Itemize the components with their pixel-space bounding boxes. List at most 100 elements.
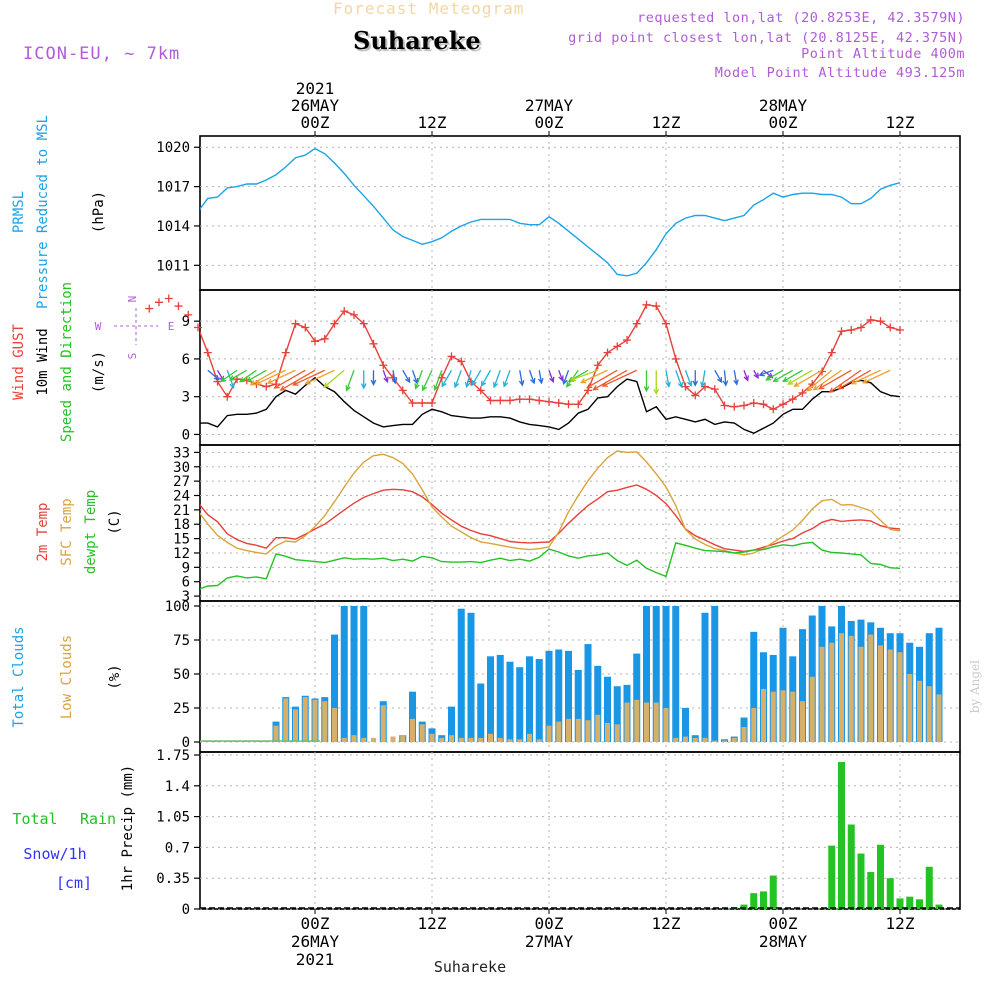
compass-n: N bbox=[126, 296, 139, 303]
low-cloud-bar bbox=[839, 633, 844, 742]
precip-bar bbox=[838, 762, 845, 909]
temperature-ytick-label: 21 bbox=[173, 503, 190, 519]
low-cloud-bar bbox=[380, 705, 386, 742]
wind-gust-marker bbox=[359, 319, 368, 328]
wind-arrow-shaft bbox=[723, 370, 727, 386]
total-cloud-bar bbox=[360, 606, 368, 742]
wind-arrow-shaft bbox=[250, 369, 277, 386]
low-cloud-bar bbox=[770, 691, 776, 742]
total-cloud-bar bbox=[535, 659, 543, 742]
wind-gust-marker bbox=[886, 323, 895, 332]
compass-icon: N W E S bbox=[95, 296, 175, 360]
wind-arrow-head bbox=[502, 381, 509, 388]
low-cloud-bar bbox=[468, 737, 474, 742]
wind-arrow-shaft bbox=[580, 369, 608, 384]
wind-arrow bbox=[586, 369, 618, 389]
wind-gust-marker bbox=[174, 302, 183, 311]
low-cloud-bar bbox=[673, 737, 679, 742]
temp-label-2: SFC Temp bbox=[59, 498, 75, 565]
wind-arrow-head bbox=[653, 388, 660, 396]
wind-arrow bbox=[480, 369, 492, 387]
wind-arrow-shaft bbox=[788, 369, 813, 385]
wind-arrow-shaft bbox=[586, 369, 618, 389]
wind-arrow-head bbox=[558, 375, 564, 382]
wind-arrow bbox=[579, 369, 608, 384]
wind-arrow bbox=[304, 369, 335, 385]
low-cloud-bar bbox=[488, 733, 493, 742]
wind-arrow-shaft bbox=[346, 370, 355, 391]
total-cloud-bar bbox=[604, 676, 611, 742]
clouds-ytick-label: 75 bbox=[173, 633, 190, 649]
precip-bar bbox=[760, 891, 767, 909]
wind-gust-marker bbox=[613, 342, 622, 351]
wind-arrow-shaft bbox=[763, 369, 773, 379]
total-cloud-bar bbox=[682, 708, 689, 742]
low-cloud-bar bbox=[858, 646, 864, 742]
wind-arrow-head bbox=[464, 381, 471, 389]
precip-bar bbox=[750, 893, 758, 909]
wind-arrow-shaft bbox=[422, 369, 433, 391]
wind-arrow bbox=[391, 370, 398, 385]
wind-gust-marker bbox=[476, 386, 485, 395]
temperature-series-0 bbox=[200, 484, 901, 553]
temperature-ytick-label: 3 bbox=[182, 589, 190, 605]
wind-arrow-head bbox=[245, 376, 253, 382]
wind-gust-marker bbox=[730, 402, 739, 411]
low-cloud-bar bbox=[429, 733, 435, 742]
low-cloud-bar bbox=[497, 737, 503, 742]
wind-arrow-head bbox=[687, 380, 693, 388]
wind-arrow-head bbox=[862, 378, 869, 384]
low-cloud-bar bbox=[897, 652, 903, 742]
total-cloud-bar bbox=[496, 654, 504, 742]
low-cloud-bar bbox=[780, 690, 786, 742]
bottom-time-label: 28MAY bbox=[759, 932, 808, 951]
wind-arrow-shaft bbox=[753, 369, 759, 379]
wind-arrow-shaft bbox=[503, 370, 511, 387]
wind-gust-marker bbox=[155, 298, 163, 307]
precip-bar bbox=[828, 845, 836, 909]
low-cloud-bar bbox=[887, 649, 893, 742]
wind-gust-marker bbox=[720, 401, 729, 410]
low-cloud-bar bbox=[926, 686, 932, 742]
wind-arrow bbox=[433, 370, 443, 391]
low-cloud-bar bbox=[527, 733, 532, 742]
wind-arrow-shaft bbox=[562, 370, 570, 384]
wind-series-1 bbox=[200, 376, 901, 434]
bottom-time-label: 00Z bbox=[535, 914, 564, 933]
low-cloud-bar bbox=[868, 634, 874, 742]
low-cloud-bar bbox=[585, 720, 591, 742]
low-cloud-bar bbox=[410, 718, 415, 742]
wind-gust-marker bbox=[749, 398, 758, 407]
wind-arrow-head bbox=[391, 377, 398, 385]
wind-arrow bbox=[753, 369, 759, 380]
wind-arrow bbox=[562, 370, 570, 386]
wind-arrow-shaft bbox=[743, 370, 749, 381]
wind-arrow-shaft bbox=[280, 369, 316, 391]
model-altitude: Model Point Altitude 493.125m bbox=[714, 65, 965, 81]
cloud-label-1: Total Clouds bbox=[11, 626, 27, 727]
temperature-ytick-label: 18 bbox=[173, 517, 190, 533]
low-cloud-bar bbox=[536, 739, 542, 742]
wind-arrow bbox=[772, 369, 794, 382]
wind-arrow-shaft bbox=[819, 369, 852, 390]
wind-arrow-head bbox=[433, 384, 439, 391]
wind-arrow-head bbox=[345, 385, 351, 392]
wind-arrow bbox=[818, 369, 852, 390]
temperature-ytick-label: 9 bbox=[182, 560, 190, 576]
precip-ytick-label: 0.35 bbox=[156, 871, 190, 887]
wind-gust-marker bbox=[320, 334, 329, 343]
low-cloud-bar bbox=[546, 725, 552, 742]
total-cloud-bar bbox=[594, 665, 602, 742]
wind-arrow-head bbox=[828, 387, 835, 393]
total-cloud-bar bbox=[584, 644, 592, 742]
wind-gust-marker bbox=[554, 398, 563, 407]
wind-arrow bbox=[782, 369, 803, 382]
wind-gust-marker bbox=[194, 323, 202, 332]
wind-arrow bbox=[787, 369, 813, 385]
wind-gust-marker bbox=[691, 391, 700, 400]
temperature-ytick-label: 15 bbox=[173, 532, 190, 548]
low-cloud-bar bbox=[273, 725, 279, 742]
total-cloud-bar bbox=[652, 606, 660, 742]
wind-arrow-head bbox=[567, 376, 574, 382]
